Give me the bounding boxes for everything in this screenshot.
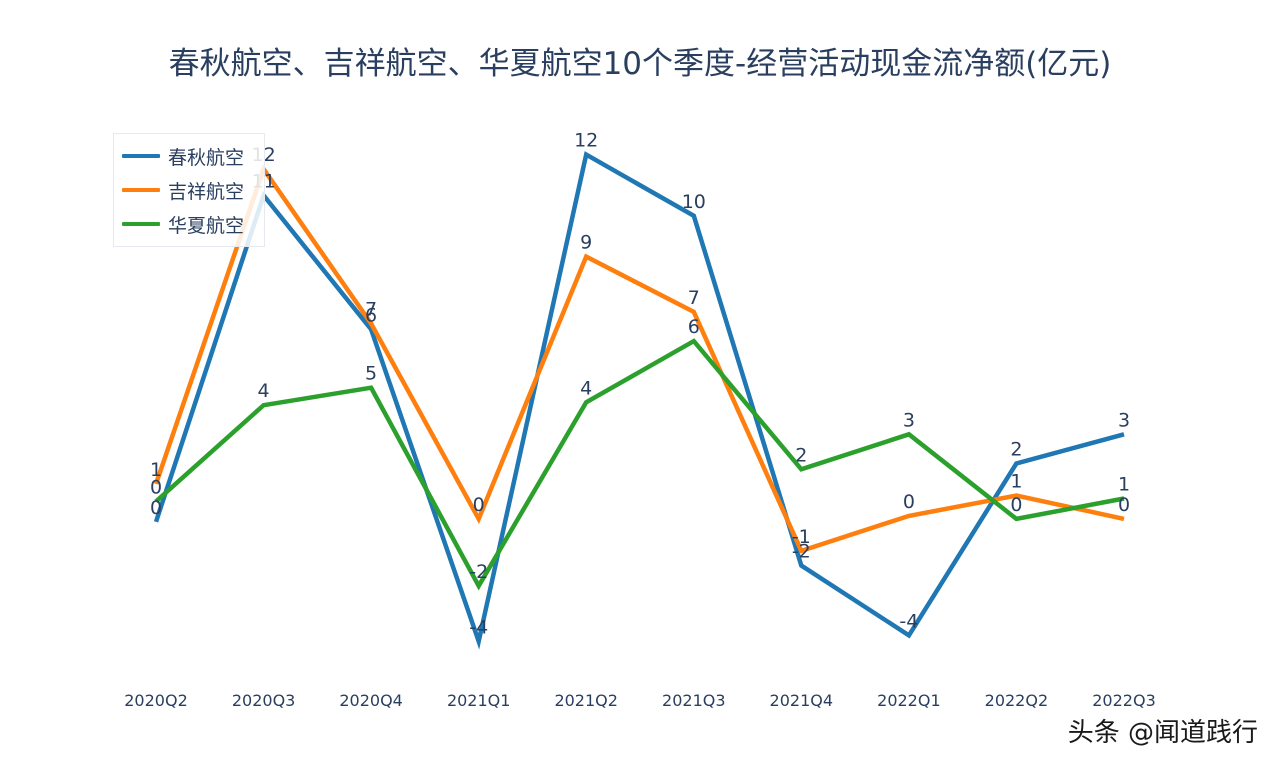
legend-item-china-express[interactable]: 华夏航空 xyxy=(122,212,245,237)
series-line-1 xyxy=(153,164,1125,554)
data-label: 9 xyxy=(580,232,592,254)
data-label: -2 xyxy=(792,541,811,563)
chart-title: 春秋航空、吉祥航空、华夏航空10个季度-经营活动现金流净额(亿元) xyxy=(168,46,1112,82)
legend-swatch xyxy=(122,222,160,226)
data-label: -1 xyxy=(792,526,811,548)
data-label: 2 xyxy=(1010,439,1022,461)
series-line-2 xyxy=(154,338,1125,591)
data-label: 7 xyxy=(688,287,700,309)
data-label: 4 xyxy=(258,380,270,402)
data-label: 0 xyxy=(150,497,162,519)
data-label: 0 xyxy=(150,476,162,498)
x-tick-label: 2020Q3 xyxy=(232,691,296,710)
data-label: 6 xyxy=(688,316,700,338)
legend-swatch xyxy=(122,188,160,192)
x-tick-label: 2021Q3 xyxy=(662,691,726,710)
legend-item-spring[interactable]: 春秋航空 xyxy=(122,144,245,169)
x-tick-label: 2020Q4 xyxy=(339,691,403,710)
series-line-0 xyxy=(153,151,1125,650)
data-label: 3 xyxy=(1118,409,1130,431)
x-tick-label: 2022Q2 xyxy=(985,691,1049,710)
watermark: 头条 @闻道践行 xyxy=(1067,718,1258,748)
data-label: -2 xyxy=(469,561,488,583)
x-axis: 2020Q2 2020Q3 2020Q4 2021Q1 2021Q2 2021Q3 2021… xyxy=(124,691,1156,710)
data-label: 1 xyxy=(1118,474,1130,496)
data-label: 12 xyxy=(574,130,598,152)
data-label: 3 xyxy=(903,409,915,431)
x-tick-label: 2022Q3 xyxy=(1092,691,1156,710)
data-label: 1 xyxy=(1010,471,1022,493)
legend-label: 华夏航空 xyxy=(168,214,245,237)
series-lines xyxy=(153,151,1125,650)
data-label: 5 xyxy=(365,363,377,385)
data-label: 0 xyxy=(903,491,915,513)
data-label: 6 xyxy=(365,304,377,326)
data-label: 0 xyxy=(1010,494,1022,516)
legend-swatch xyxy=(122,154,160,158)
data-label: -4 xyxy=(469,616,488,638)
data-label: 0 xyxy=(473,494,485,516)
data-label: 0 xyxy=(1118,494,1130,516)
x-tick-label: 2020Q2 xyxy=(124,691,188,710)
data-label: 2 xyxy=(795,444,807,466)
data-label: 4 xyxy=(580,377,592,399)
data-label: 7 xyxy=(365,299,377,321)
x-tick-label: 2021Q1 xyxy=(447,691,511,710)
legend-item-juneyao[interactable]: 吉祥航空 xyxy=(122,178,245,203)
data-label: 10 xyxy=(682,191,706,213)
data-label: 1 xyxy=(150,459,162,481)
legend-label: 吉祥航空 xyxy=(168,180,245,203)
x-tick-label: 2021Q4 xyxy=(770,691,834,710)
legend-label: 春秋航空 xyxy=(168,146,245,169)
x-tick-label: 2022Q1 xyxy=(877,691,941,710)
data-label: -4 xyxy=(899,610,918,632)
x-tick-label: 2021Q2 xyxy=(554,691,618,710)
legend[interactable]: 春秋航空 吉祥航空 华夏航空 xyxy=(113,133,265,247)
